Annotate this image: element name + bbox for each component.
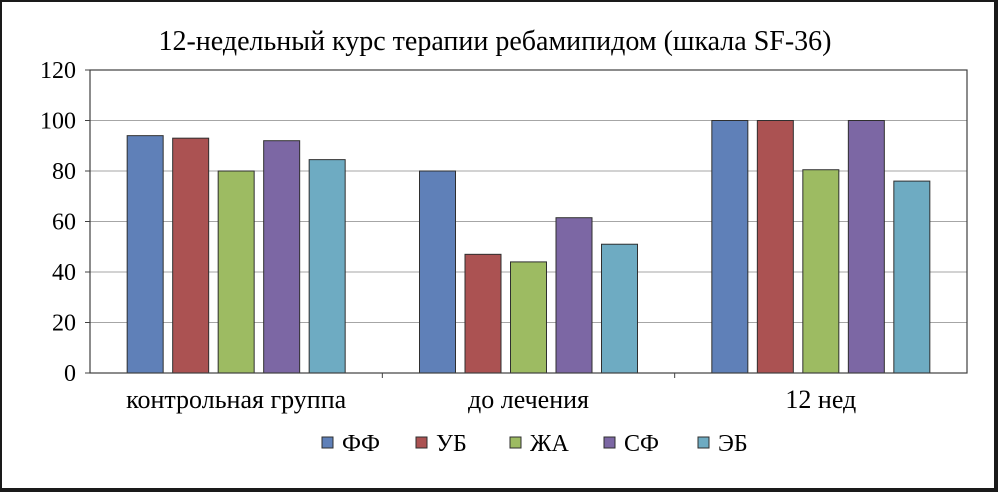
y-tick-label: 100 (40, 109, 76, 135)
bar (464, 253, 502, 374)
y-tick-label: 40 (52, 260, 76, 286)
bar (711, 120, 749, 374)
legend-swatch (321, 436, 334, 449)
bar (217, 170, 255, 374)
legend-label: ЭБ (718, 431, 748, 457)
chart-title: 12-недельный курс терапии ребамипидом (ш… (158, 26, 831, 57)
bars (126, 120, 931, 374)
y-tick-label: 120 (40, 58, 76, 84)
bar (756, 120, 794, 374)
bar (263, 140, 301, 374)
legend-label: УБ (436, 431, 467, 457)
legend-label: ЖА (530, 431, 570, 457)
plot-area-border (89, 69, 968, 374)
bar (510, 261, 547, 374)
legend-label: ФФ (342, 431, 380, 457)
bar (308, 159, 346, 374)
legend-swatch (415, 436, 428, 449)
x-category-label: 12 нед (785, 385, 856, 414)
y-axis-ticks: 0 20 40 60 80 100 120 (40, 58, 76, 387)
legend: ФФ УБ ЖА СФ ЭБ (321, 431, 748, 457)
axes (85, 69, 968, 378)
x-category-label: контрольная группа (126, 385, 346, 414)
bar (172, 137, 210, 374)
bar (126, 135, 164, 374)
legend-swatch (697, 436, 710, 449)
bar (555, 217, 593, 374)
legend-label: СФ (624, 431, 659, 457)
bar (893, 180, 931, 374)
y-tick-label: 80 (52, 159, 76, 185)
bar (419, 170, 456, 374)
legend-swatch (509, 436, 522, 449)
y-tick-label: 20 (52, 311, 76, 337)
bar (802, 169, 840, 374)
y-tick-label: 0 (64, 361, 76, 387)
legend-swatch (603, 436, 616, 449)
y-tick-label: 60 (52, 210, 76, 236)
x-category-label: до лечения (468, 385, 589, 414)
x-axis-categories: контрольная группа до лечения 12 нед (126, 385, 856, 414)
bar (847, 120, 885, 374)
bar (601, 243, 638, 374)
